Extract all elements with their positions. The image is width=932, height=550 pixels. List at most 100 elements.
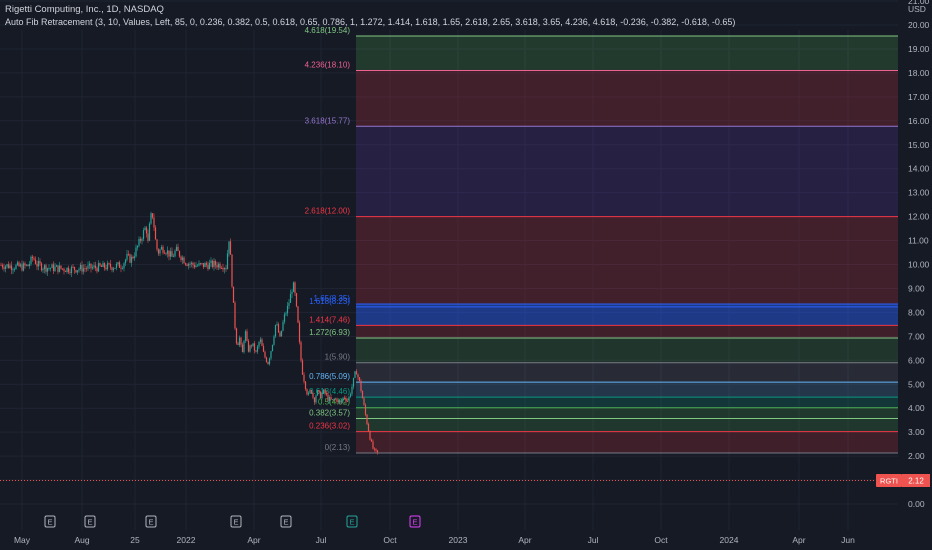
time-tick: May [14, 535, 31, 545]
earnings-marker[interactable]: E [230, 515, 242, 528]
earnings-marker[interactable]: E [346, 515, 358, 528]
candle [87, 261, 89, 272]
candle [258, 341, 260, 349]
candle [375, 448, 377, 453]
price-tick: 12.00 [908, 212, 930, 222]
candle-body [151, 213, 154, 218]
fib-label: 1.272(6.93) [309, 328, 350, 337]
candle-body [130, 256, 133, 263]
earnings-marker[interactable]: E [409, 515, 421, 528]
candle [264, 350, 266, 359]
candle [198, 260, 200, 267]
candle-body [172, 256, 175, 258]
candle-body [103, 263, 106, 268]
candle [102, 260, 104, 268]
candle-body [169, 251, 172, 257]
candle-body [66, 267, 68, 272]
candle-body [226, 253, 229, 270]
price-tick: 21.00 [908, 0, 930, 6]
candle-body [174, 250, 176, 257]
candle [166, 246, 169, 258]
candle-body [124, 259, 127, 264]
candle [357, 373, 359, 380]
candle [97, 260, 100, 272]
candle [115, 262, 118, 271]
candle-body [39, 261, 41, 264]
candle [228, 241, 230, 257]
chart-title[interactable]: Rigetti Computing, Inc., 1D, NASDAQ [5, 4, 164, 15]
candle-body [186, 264, 188, 266]
candle [324, 388, 326, 396]
candle-body [54, 266, 56, 271]
indicator-label[interactable]: Auto Fib Retracement (3, 10, Values, Lef… [5, 17, 735, 27]
candle-body [334, 398, 337, 400]
candle-body [42, 269, 44, 271]
earnings-marker[interactable]: E [145, 515, 157, 528]
candle-body [267, 362, 269, 365]
candle [337, 398, 340, 405]
candle [111, 266, 113, 273]
candle-body [361, 391, 364, 399]
candle [163, 249, 166, 254]
earnings-marker[interactable]: E [44, 515, 56, 528]
candle [274, 324, 277, 339]
candle [132, 255, 134, 260]
candle-body [99, 263, 101, 266]
candle-body [259, 339, 262, 342]
candle-body [9, 265, 11, 269]
earnings-marker[interactable]: E [280, 515, 292, 528]
candle-body [97, 263, 100, 272]
earnings-marker-label: E [148, 518, 153, 527]
candle-body [168, 250, 170, 257]
earnings-marker[interactable]: E [84, 515, 96, 528]
candle-body [288, 302, 290, 306]
candle-body [166, 250, 169, 254]
candle [241, 342, 244, 353]
candle-body [40, 263, 43, 271]
candle-body [234, 302, 236, 329]
candle-body [136, 245, 139, 248]
earnings-marker-label: E [349, 518, 354, 527]
candle [205, 261, 208, 268]
candle-body [55, 265, 58, 267]
candle [186, 263, 188, 267]
candle-body [373, 448, 376, 450]
candle [34, 256, 37, 265]
candle-body [135, 247, 137, 257]
candle-body [153, 217, 155, 228]
candle-body [375, 448, 377, 451]
candle [294, 281, 296, 297]
candle [246, 328, 248, 342]
ticker-badge[interactable]: RGTI 2.12 [876, 474, 930, 487]
candle-body [123, 263, 125, 269]
price-tick: 15.00 [908, 140, 930, 150]
candle [43, 263, 46, 274]
chart-header: Rigetti Computing, Inc., 1D, NASDAQ Auto… [5, 4, 735, 27]
fib-label: 1.414(7.46) [309, 315, 350, 324]
candle-body [163, 252, 166, 254]
candle [156, 238, 158, 252]
time-axis[interactable]: May Aug 25 2022 Apr Jul Oct 2023 Apr Jul Oct 2024 Ap… [14, 535, 855, 545]
candle [336, 397, 338, 404]
candle [81, 261, 83, 275]
candle [283, 312, 286, 325]
candle [355, 369, 358, 375]
ticker-badge-price: 2.12 [908, 477, 924, 486]
candle [168, 250, 170, 261]
fib-label: 4.618(19.54) [305, 26, 351, 35]
candle-body [279, 332, 281, 337]
candle [229, 238, 232, 255]
ticker-badge-symbol: RGTI [880, 477, 898, 486]
fib-band [356, 362, 898, 383]
candle [145, 225, 148, 238]
candle [313, 396, 316, 405]
candle [27, 264, 29, 267]
price-axis[interactable]: USD 21.00 20.00 19.00 18.00 17.00 16.00 15.00 1… [908, 0, 930, 509]
candle [189, 261, 191, 268]
candle-body [25, 264, 28, 266]
candle-body [222, 268, 224, 270]
fib-band [356, 70, 898, 127]
